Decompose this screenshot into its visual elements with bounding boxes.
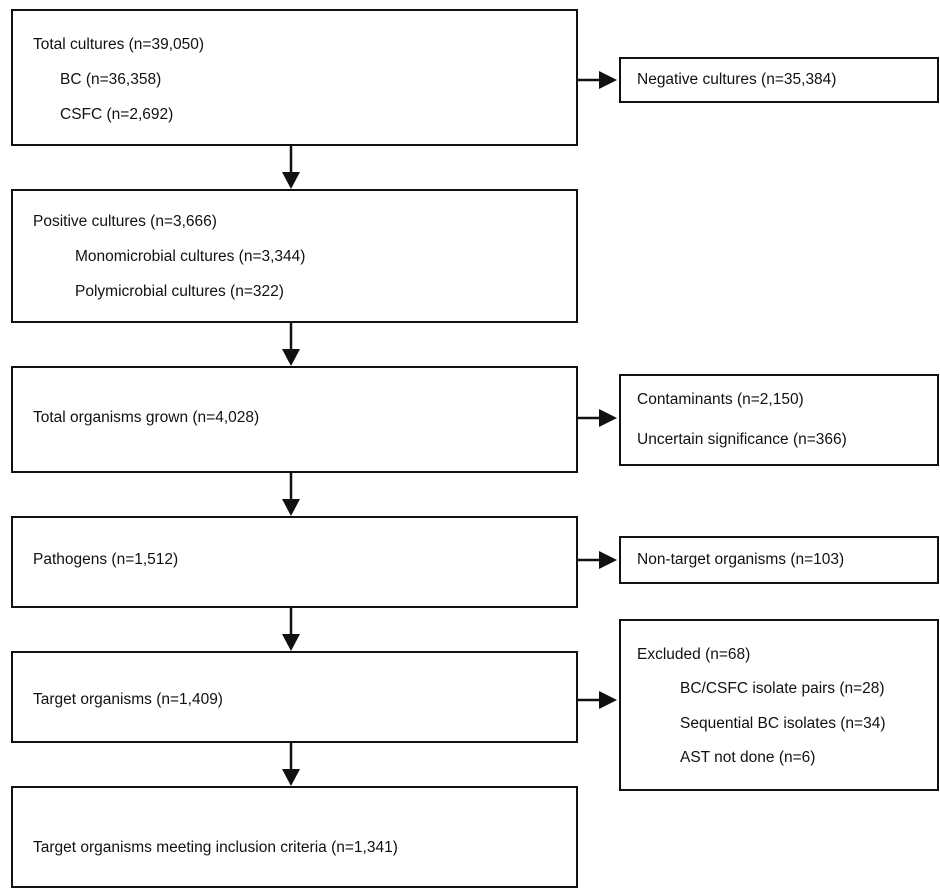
box-text: Uncertain significance (n=366)	[637, 431, 847, 448]
arrow-down	[282, 322, 300, 366]
box	[11, 189, 578, 323]
box-text: Contaminants (n=2,150)	[637, 391, 804, 408]
arrow-right	[577, 691, 617, 709]
side-box	[619, 57, 939, 103]
arrow-down	[282, 145, 300, 189]
box	[11, 786, 578, 888]
box-text: Monomicrobial cultures (n=3,344)	[75, 248, 305, 265]
box-text: BC (n=36,358)	[60, 71, 161, 88]
arrow-right	[577, 71, 617, 89]
side-box	[619, 536, 939, 584]
box-text: BC/CSFC isolate pairs (n=28)	[680, 680, 885, 697]
box-text: Total organisms grown (n=4,028)	[33, 409, 259, 426]
arrow-down	[282, 607, 300, 651]
box-text: Excluded (n=68)	[637, 646, 750, 663]
box-text: CSFC (n=2,692)	[60, 106, 173, 123]
box	[11, 9, 578, 146]
box-text: Non-target organisms (n=103)	[637, 551, 844, 568]
box	[11, 651, 578, 743]
box-text: Target organisms (n=1,409)	[33, 691, 223, 708]
box-text: Target organisms meeting inclusion crite…	[33, 839, 398, 856]
box-text: Polymicrobial cultures (n=322)	[75, 283, 284, 300]
box-text: Pathogens (n=1,512)	[33, 551, 178, 568]
arrow-right	[577, 409, 617, 427]
box	[11, 516, 578, 608]
arrow-down	[282, 472, 300, 516]
box	[11, 366, 578, 473]
box-text: Positive cultures (n=3,666)	[33, 213, 217, 230]
box-text: Total cultures (n=39,050)	[33, 36, 204, 53]
box-text: AST not done (n=6)	[680, 749, 815, 766]
side-box	[619, 619, 939, 791]
box-text: Negative cultures (n=35,384)	[637, 71, 836, 88]
side-box	[619, 374, 939, 466]
arrow-down	[282, 742, 300, 786]
arrow-right	[577, 551, 617, 569]
box-text: Sequential BC isolates (n=34)	[680, 715, 886, 732]
